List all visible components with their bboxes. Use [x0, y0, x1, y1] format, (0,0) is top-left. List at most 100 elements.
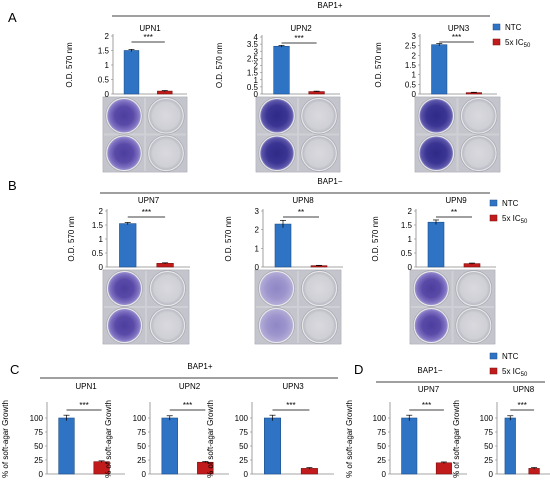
bar-ntc: [401, 417, 418, 475]
well-unstained: [462, 136, 496, 170]
y-axis-label: O.D. 570 nm: [374, 42, 383, 88]
y-tick-label: 1: [105, 61, 110, 70]
chart-a-upn1: UPN1 O.D. 570 nm 0 0.5 1 1.5 2 ***: [65, 24, 187, 99]
y-tick-label: 100: [235, 414, 249, 423]
group-header-b: BAP1−: [317, 177, 342, 186]
significance-label: ***: [142, 208, 151, 217]
legend-swatch-ic50: [489, 367, 498, 375]
well-unstained: [302, 136, 336, 170]
y-tick-label: 0: [255, 263, 260, 272]
y-tick-label: 0.5: [98, 76, 110, 85]
legend-a: NTC 5x IC50: [492, 23, 531, 49]
chart-b-upn7: UPN7 O.D. 570 nm 0 0.5 1 1.5 2 ***: [67, 196, 190, 272]
chart-title: UPN2: [179, 382, 201, 391]
y-tick-label: 3.5: [247, 40, 259, 49]
chart-c-upn1: UPN1 % of soft-agar Growth 0 25 50 75 100 ***: [1, 382, 125, 479]
legend-label-ntc: NTC: [502, 199, 519, 208]
plate-image-a-upn2: [255, 96, 341, 173]
y-tick-label: 75: [239, 428, 248, 437]
significance-label: ***: [518, 401, 527, 410]
legend-swatch-ntc: [489, 199, 498, 207]
legend-label-ic50: 5x IC50: [505, 38, 531, 49]
bar-ntc: [123, 50, 140, 95]
y-tick-label: 25: [484, 456, 493, 465]
chart-c-upn3: UPN3 % of soft-agar Growth 0 25 50 75 100 ***: [206, 382, 334, 479]
well-stained: [260, 99, 294, 133]
y-tick-label: 50: [484, 442, 493, 451]
plate-image-b-upn8: [254, 269, 342, 345]
chart-title: UPN8: [292, 196, 314, 205]
bar-ntc: [431, 44, 448, 95]
panel-label-a: A: [8, 10, 17, 25]
chart-title: UPN3: [282, 382, 304, 391]
well-stained: [260, 272, 293, 305]
y-axis-label: O.D. 570 nm: [215, 42, 224, 88]
well-stained: [414, 272, 448, 305]
y-tick-label: 100: [373, 414, 387, 423]
y-tick-label: 2: [255, 226, 260, 235]
chart-title: UPN8: [513, 385, 535, 394]
y-axis-label: % of soft-agar Growth: [1, 400, 10, 478]
plate-image-b-upn7: [102, 269, 190, 345]
legend-label-ntc: NTC: [505, 23, 522, 32]
y-axis-label: % of soft-agar Growth: [452, 400, 461, 478]
y-tick-label: 25: [34, 456, 43, 465]
y-tick-label: 1: [408, 235, 413, 244]
legend-swatch-ntc: [489, 352, 498, 360]
group-header-d: BAP1−: [417, 366, 442, 375]
group-header-a: BAP1+: [317, 1, 342, 10]
y-tick-label: 4: [254, 33, 259, 42]
significance-label: ***: [294, 34, 303, 43]
y-tick-label: 100: [133, 414, 147, 423]
y-tick-label: 1: [254, 76, 259, 85]
well-stained: [414, 309, 448, 342]
legend-label-ic50-sub: 50: [524, 43, 531, 49]
y-tick-label: 25: [377, 456, 386, 465]
y-tick-label: 1.5: [401, 221, 413, 230]
chart-title: UPN7: [138, 196, 160, 205]
legend-label-ic50-sub: 50: [521, 219, 528, 225]
y-axis-label: % of soft-agar Growth: [104, 400, 113, 478]
y-tick-label: 0: [489, 470, 494, 479]
well-stained: [419, 136, 453, 170]
significance-label: ***: [452, 33, 461, 42]
well-unstained: [457, 272, 491, 305]
well-stained: [108, 272, 141, 305]
y-tick-label: 1.5: [98, 47, 110, 56]
legend-b: NTC 5x IC50: [489, 199, 528, 225]
y-tick-label: 0.5: [401, 249, 413, 258]
well-unstained: [149, 136, 183, 170]
y-tick-label: 25: [239, 456, 248, 465]
significance-label: **: [298, 208, 304, 217]
y-tick-label: 75: [137, 428, 146, 437]
y-tick-label: 75: [34, 428, 43, 437]
y-tick-label: 0: [382, 470, 387, 479]
y-tick-label: 2: [254, 62, 259, 71]
y-tick-label: 1: [99, 235, 104, 244]
legend-c: NTC 5x IC50: [489, 352, 528, 378]
legend-swatch-ic50: [492, 38, 501, 46]
significance-label: ***: [79, 401, 88, 410]
y-axis-label: % of soft-agar Growth: [206, 400, 215, 478]
y-tick-label: 1.5: [405, 61, 417, 70]
chart-d-upn8: UPN8 % of soft-agar Growth 0 25 50 75 100 ***: [452, 385, 550, 479]
y-tick-label: 0: [408, 263, 413, 272]
bar-ntc: [504, 417, 516, 475]
chart-title: UPN9: [445, 196, 467, 205]
well-stained: [419, 99, 453, 133]
y-tick-label: 0: [39, 470, 44, 479]
y-tick-label: 2: [412, 51, 417, 60]
y-tick-label: 0: [412, 90, 417, 99]
well-unstained: [457, 309, 491, 342]
y-tick-label: 0.5: [405, 80, 417, 89]
well-unstained: [302, 99, 336, 133]
well-unstained: [303, 309, 336, 342]
plate-image-a-upn3: [414, 96, 501, 173]
chart-b-upn9: UPN9 O.D. 570 nm 0 0.5 1 1.5 2 **: [371, 196, 496, 272]
legend-label-ic50: 5x IC50: [502, 214, 528, 225]
y-tick-label: 0: [254, 90, 259, 99]
y-tick-label: 50: [239, 442, 248, 451]
well-stained: [260, 309, 293, 342]
